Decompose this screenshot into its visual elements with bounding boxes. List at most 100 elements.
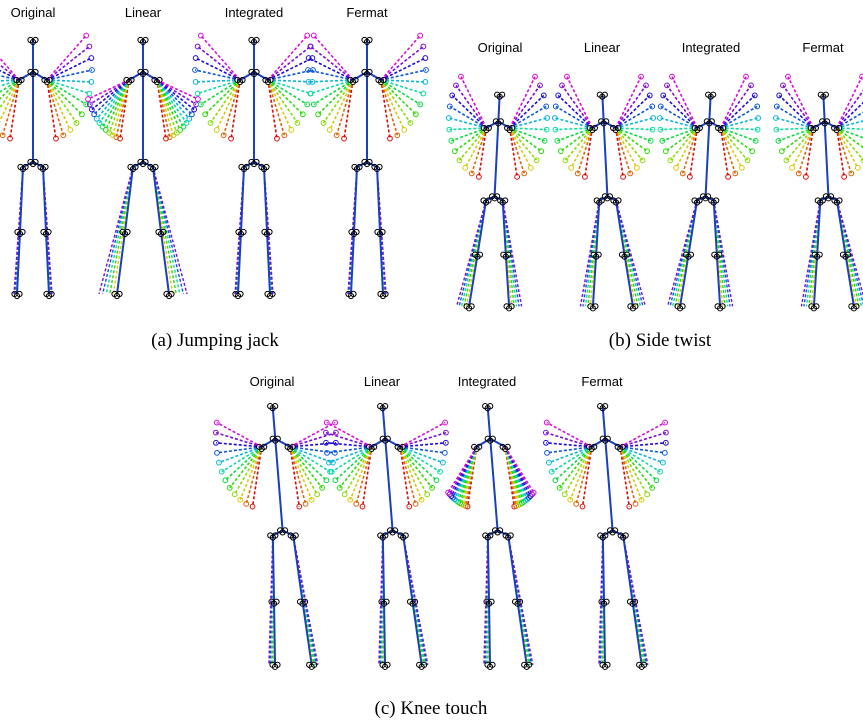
motion-trail [290, 447, 317, 494]
motion-trail [565, 447, 592, 494]
motion-trail [0, 80, 19, 130]
bone [825, 121, 829, 196]
joint-trace [194, 102, 199, 107]
bone [604, 602, 605, 665]
figure: Original Linear Integrated Fermat (a) Ju… [0, 0, 863, 725]
motion-trail [451, 447, 476, 496]
joint-trace [790, 165, 795, 170]
bone [125, 167, 133, 232]
bone [469, 255, 477, 307]
motion-trail [231, 80, 240, 139]
bone [603, 536, 604, 602]
panel-title: Linear [584, 40, 621, 55]
joint-trace [187, 116, 192, 121]
motion-trail [47, 80, 76, 123]
motion-trail [381, 36, 420, 80]
motion-trail [381, 58, 425, 80]
motion-trail [837, 128, 844, 177]
panel-caption: (b) Side twist [609, 330, 712, 351]
motion-trail [350, 447, 371, 500]
motion-trail [153, 167, 183, 294]
joint-trace [563, 158, 568, 163]
motion-trail [620, 447, 641, 500]
bone [383, 536, 384, 602]
bone [384, 602, 385, 665]
motion-trail [788, 77, 813, 128]
joint-trace [668, 158, 673, 163]
bone [837, 201, 846, 255]
motion-trail [153, 167, 187, 294]
motion-trail [479, 128, 486, 177]
bone [846, 255, 854, 307]
panel-caption: (a) Jumping jack [151, 330, 279, 351]
panel-title: Integrated [458, 374, 517, 389]
joint-trace [463, 165, 468, 170]
motion-trail [268, 80, 297, 123]
motion-trail [290, 447, 311, 500]
bone [616, 201, 625, 255]
bone [275, 439, 282, 531]
motion-trail [620, 447, 647, 494]
bone [680, 255, 688, 307]
joint-trace [223, 478, 228, 483]
panel-title: Original [478, 40, 523, 55]
bone [478, 201, 487, 255]
bone [293, 536, 302, 602]
motion-trail [555, 447, 591, 480]
motion-trail [505, 447, 530, 496]
bone [623, 536, 632, 602]
bone [604, 121, 608, 196]
motion-trail [103, 80, 129, 127]
motion-trail [290, 447, 326, 480]
panel-title: Fermat [581, 374, 623, 389]
motion-trail [47, 58, 91, 80]
motion-trail [196, 58, 240, 80]
bone [488, 536, 489, 602]
motion-trail [211, 80, 240, 123]
bone [508, 536, 517, 602]
motion-trail [99, 167, 133, 294]
joint-trace [553, 478, 558, 483]
motion-trail [344, 80, 353, 139]
motion-trail [400, 447, 421, 500]
panel-title: Integrated [225, 5, 284, 20]
bone [706, 121, 710, 196]
joint-trace [544, 420, 549, 425]
motion-trail [585, 128, 592, 177]
joint-trace [203, 112, 208, 117]
motion-trail [268, 36, 307, 80]
motion-trail [672, 77, 697, 128]
motion-trail [461, 77, 486, 128]
motion-trail [721, 128, 728, 177]
panel-title: Linear [125, 5, 162, 20]
joint-trace [674, 165, 679, 170]
skeleton-drawings [0, 33, 863, 669]
motion-trail [381, 80, 410, 123]
motion-trail [837, 128, 863, 130]
motion-trail [10, 80, 19, 139]
motion-trail [400, 447, 427, 494]
motion-trail [201, 36, 240, 80]
motion-trail [324, 80, 353, 123]
motion-trail [806, 128, 813, 177]
joint-trace [569, 165, 574, 170]
motion-trail [690, 128, 697, 177]
motion-trail [345, 447, 372, 494]
panel-title: Linear [364, 374, 401, 389]
motion-trail [616, 77, 641, 128]
panel-title: Integrated [682, 40, 741, 55]
bone [403, 536, 412, 602]
motion-trail [157, 80, 183, 127]
bone [273, 536, 274, 602]
motion-trail [314, 36, 353, 80]
panel-title: Fermat [346, 5, 388, 20]
motion-trail [381, 80, 390, 139]
panel-title: Fermat [802, 40, 844, 55]
bone [495, 121, 499, 196]
motion-trail [616, 128, 623, 177]
joint-trace [189, 112, 194, 117]
bone [625, 255, 633, 307]
panel-caption: (c) Knee touch [375, 698, 488, 719]
bone [490, 439, 497, 531]
motion-trail [240, 447, 261, 500]
